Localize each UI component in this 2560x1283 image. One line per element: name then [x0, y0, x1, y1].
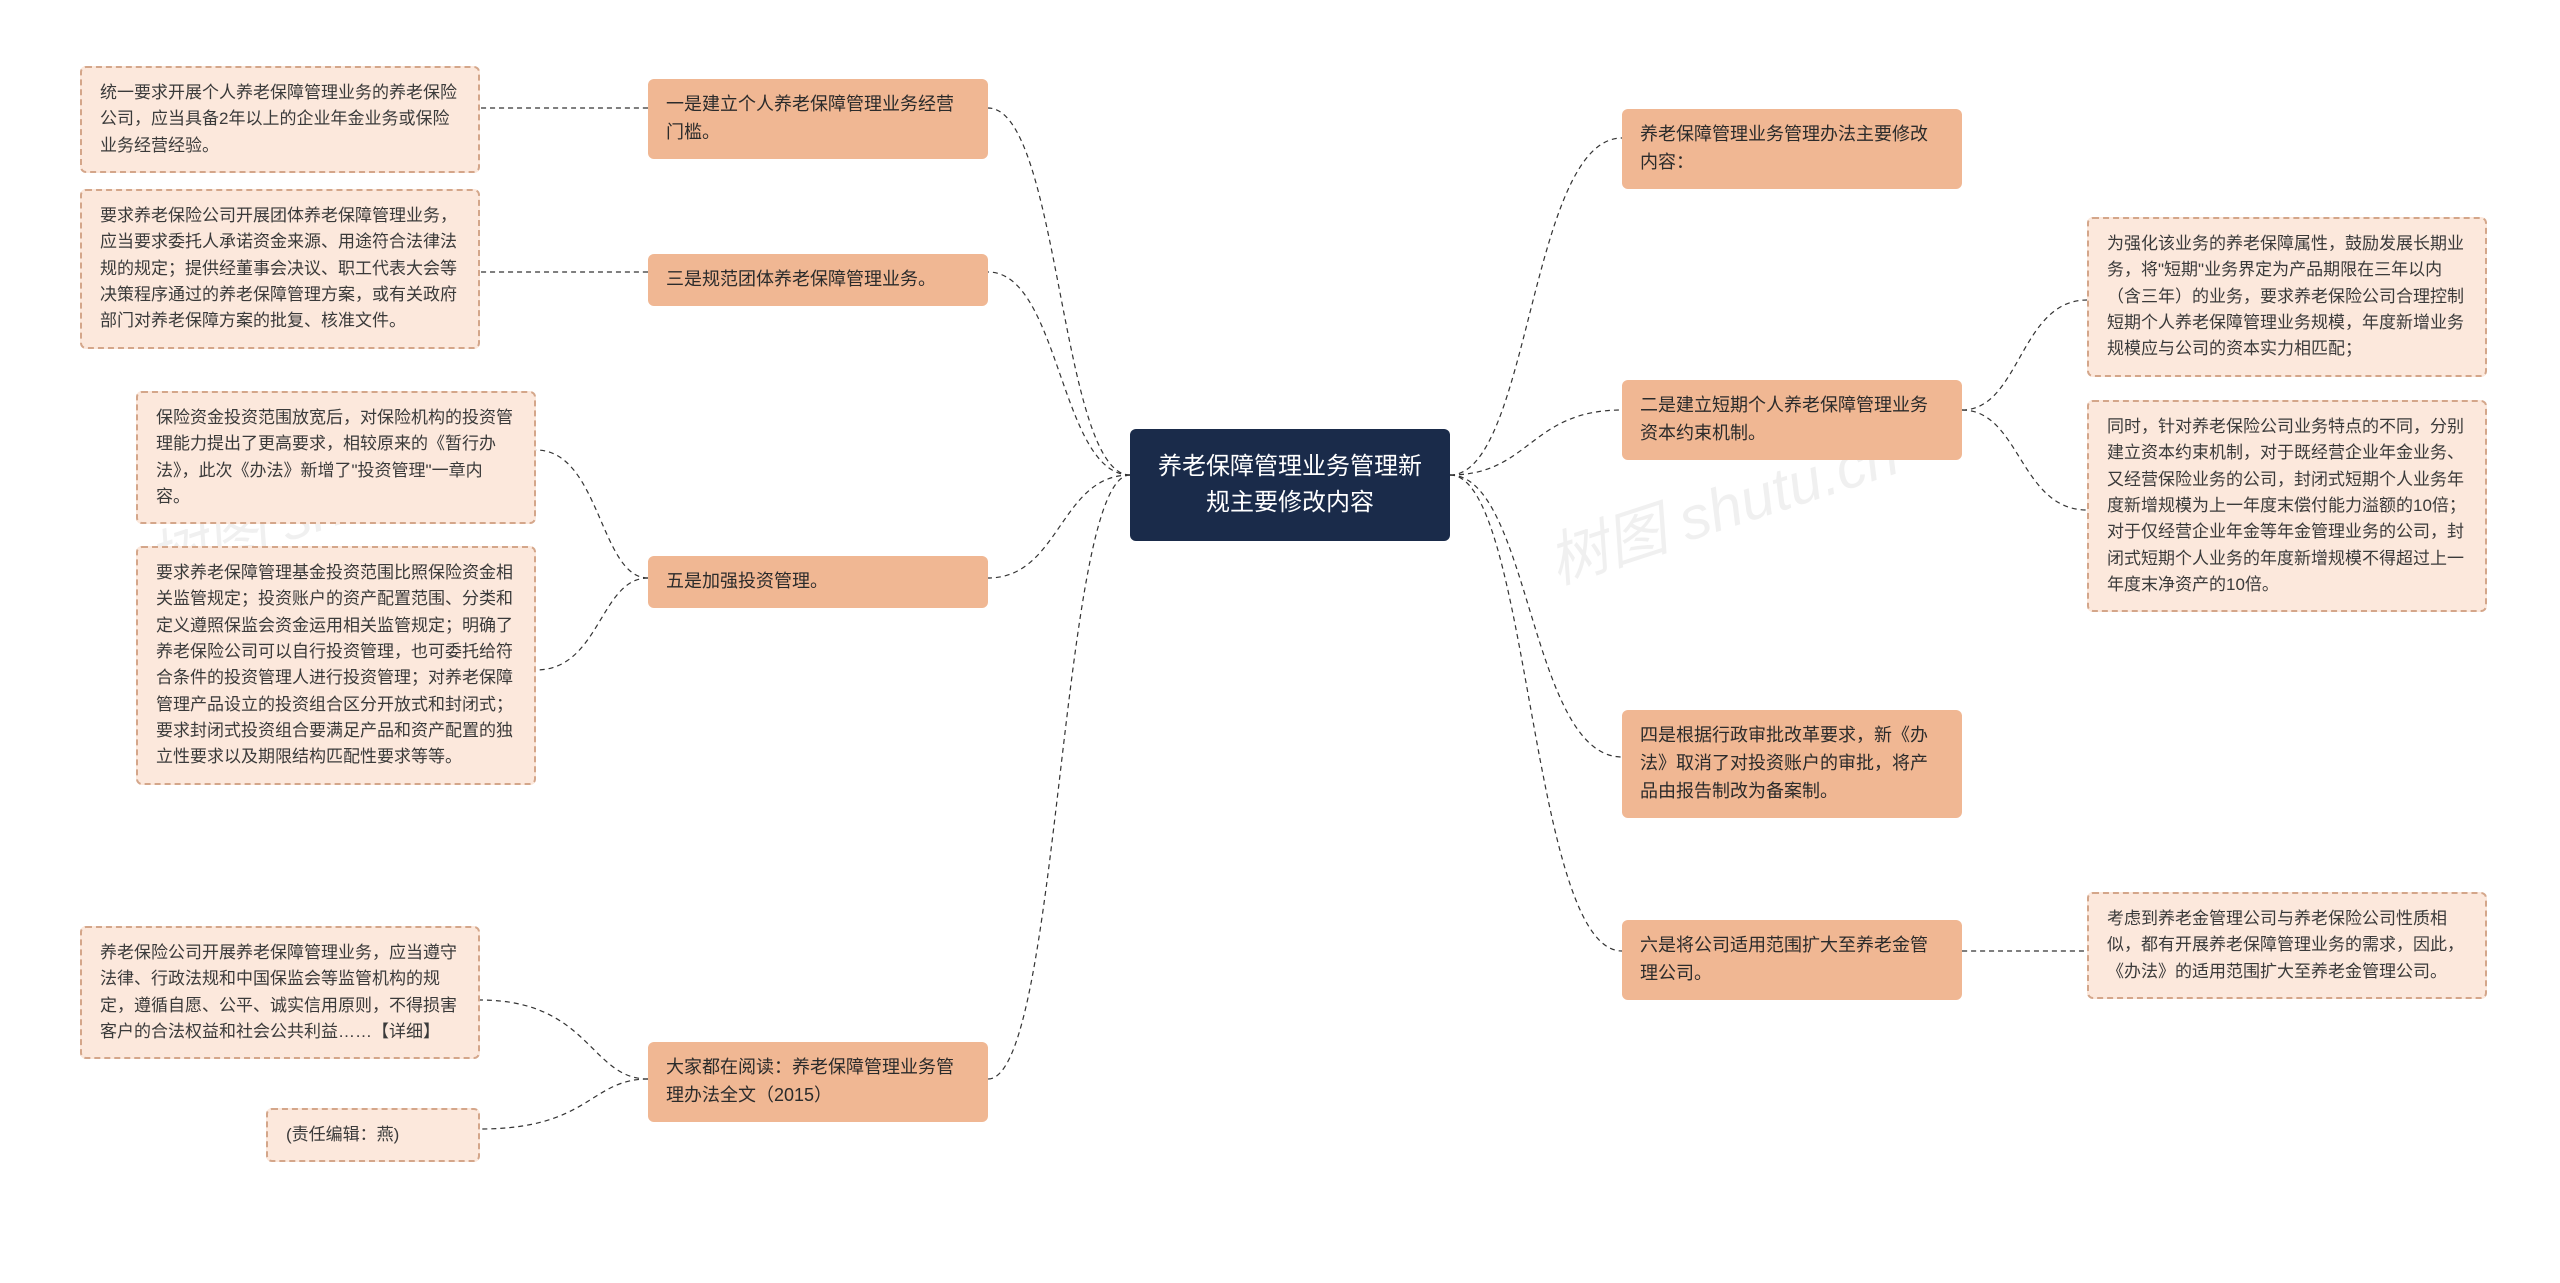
right-leaf-2-0-text: 为强化该业务的养老保障属性，鼓励发展长期业务，将"短期"业务界定为产品期限在三年… — [2107, 234, 2464, 358]
left-main-3-label: 五是加强投资管理。 — [666, 571, 828, 591]
left-main-2-label: 三是规范团体养老保障管理业务。 — [666, 269, 936, 289]
right-leaf-4-0: 考虑到养老金管理公司与养老保险公司性质相似，都有开展养老保障管理业务的需求，因此… — [2087, 892, 2487, 999]
left-main-1: 一是建立个人养老保障管理业务经营门槛。 — [648, 79, 988, 159]
root-node: 养老保障管理业务管理新规主要修改内容 — [1130, 429, 1450, 541]
left-leaf-3-1-text: 要求养老保障管理基金投资范围比照保险资金相关监管规定；投资账户的资产配置范围、分… — [156, 563, 513, 766]
left-main-4-label: 大家都在阅读：养老保障管理业务管理办法全文（2015） — [666, 1057, 954, 1105]
right-main-4-label: 六是将公司适用范围扩大至养老金管理公司。 — [1640, 935, 1928, 983]
left-leaf-4-0: 养老保险公司开展养老保障管理业务，应当遵守法律、行政法规和中国保监会等监管机构的… — [80, 926, 480, 1059]
left-main-4: 大家都在阅读：养老保障管理业务管理办法全文（2015） — [648, 1042, 988, 1122]
right-leaf-2-1: 同时，针对养老保险公司业务特点的不同，分别建立资本约束机制，对于既经营企业年金业… — [2087, 400, 2487, 612]
right-main-3: 四是根据行政审批改革要求，新《办法》取消了对投资账户的审批，将产品由报告制改为备… — [1622, 710, 1962, 818]
right-leaf-4-0-text: 考虑到养老金管理公司与养老保险公司性质相似，都有开展养老保障管理业务的需求，因此… — [2107, 909, 2464, 981]
right-main-2-label: 二是建立短期个人养老保障管理业务资本约束机制。 — [1640, 395, 1928, 443]
left-leaf-2-0-text: 要求养老保险公司开展团体养老保障管理业务，应当要求委托人承诺资金来源、用途符合法… — [100, 206, 457, 330]
right-main-4: 六是将公司适用范围扩大至养老金管理公司。 — [1622, 920, 1962, 1000]
right-leaf-2-1-text: 同时，针对养老保险公司业务特点的不同，分别建立资本约束机制，对于既经营企业年金业… — [2107, 417, 2466, 594]
right-main-1-label: 养老保障管理业务管理办法主要修改内容： — [1640, 124, 1928, 172]
right-main-2: 二是建立短期个人养老保障管理业务资本约束机制。 — [1622, 380, 1962, 460]
left-leaf-3-1: 要求养老保障管理基金投资范围比照保险资金相关监管规定；投资账户的资产配置范围、分… — [136, 546, 536, 785]
left-leaf-1-0-text: 统一要求开展个人养老保障管理业务的养老保险公司，应当具备2年以上的企业年金业务或… — [100, 83, 457, 155]
right-main-3-label: 四是根据行政审批改革要求，新《办法》取消了对投资账户的审批，将产品由报告制改为备… — [1640, 725, 1928, 801]
left-main-2: 三是规范团体养老保障管理业务。 — [648, 254, 988, 306]
left-main-1-label: 一是建立个人养老保障管理业务经营门槛。 — [666, 94, 954, 142]
root-label: 养老保障管理业务管理新规主要修改内容 — [1158, 453, 1422, 516]
left-leaf-1-0: 统一要求开展个人养老保障管理业务的养老保险公司，应当具备2年以上的企业年金业务或… — [80, 66, 480, 173]
left-leaf-4-1: (责任编辑：燕) — [266, 1108, 480, 1162]
right-leaf-2-0: 为强化该业务的养老保障属性，鼓励发展长期业务，将"短期"业务界定为产品期限在三年… — [2087, 217, 2487, 377]
left-leaf-4-1-text: (责任编辑：燕) — [286, 1125, 399, 1144]
left-leaf-4-0-text: 养老保险公司开展养老保障管理业务，应当遵守法律、行政法规和中国保监会等监管机构的… — [100, 943, 457, 1041]
right-main-1: 养老保障管理业务管理办法主要修改内容： — [1622, 109, 1962, 189]
left-main-3: 五是加强投资管理。 — [648, 556, 988, 608]
left-leaf-2-0: 要求养老保险公司开展团体养老保障管理业务，应当要求委托人承诺资金来源、用途符合法… — [80, 189, 480, 349]
left-leaf-3-0: 保险资金投资范围放宽后，对保险机构的投资管理能力提出了更高要求，相较原来的《暂行… — [136, 391, 536, 524]
left-leaf-3-0-text: 保险资金投资范围放宽后，对保险机构的投资管理能力提出了更高要求，相较原来的《暂行… — [156, 408, 513, 506]
